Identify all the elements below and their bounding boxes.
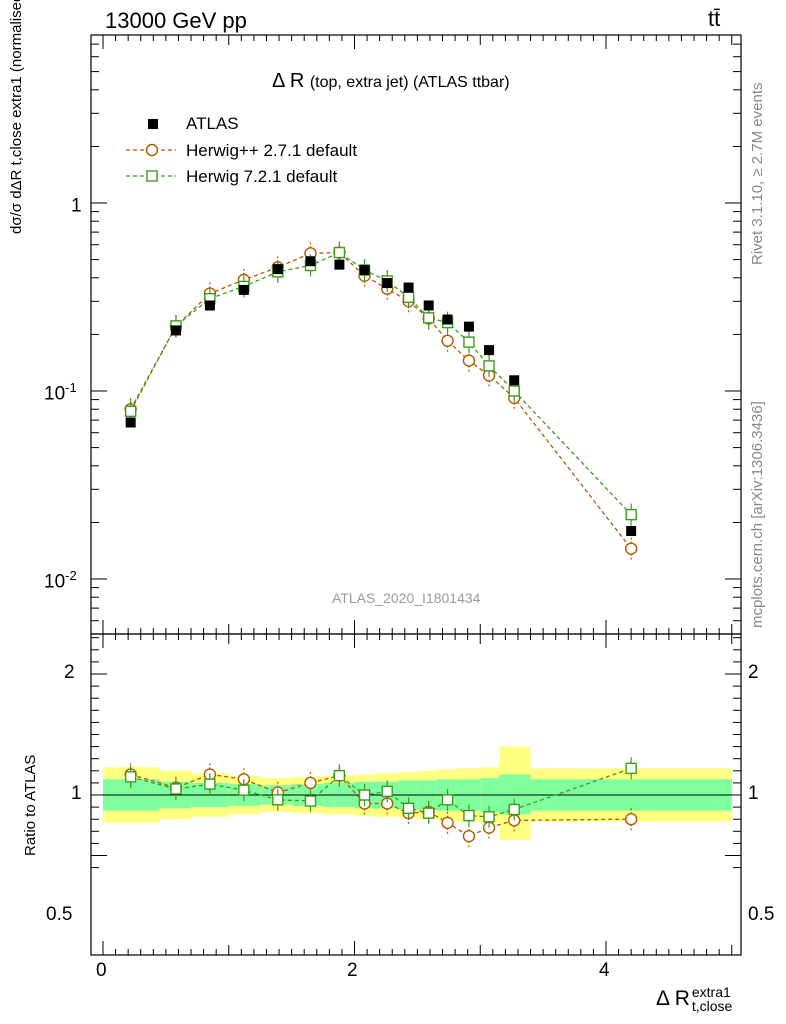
atlas-point xyxy=(305,256,316,267)
ratio-herwig7-point xyxy=(124,771,137,783)
herwig7-point xyxy=(483,360,495,372)
ratio-herwig7-point xyxy=(463,809,475,822)
y-tick-exp: -1 xyxy=(65,380,77,395)
ratio-herwig7-point xyxy=(625,762,637,775)
legend-marker-atlas xyxy=(148,119,158,129)
herwigpp-point xyxy=(624,542,638,555)
rivet-label: Rivet 3.1.10, ≥ 2.7M events xyxy=(749,82,766,266)
atlas-point xyxy=(423,300,434,311)
y-tick-label-0p01: 10-2 xyxy=(44,568,77,593)
ratio-tick-label-2-right: 2 xyxy=(748,662,759,683)
ratio-tick-label-0p5: 0.5 xyxy=(46,904,73,925)
ratio-herwig7-point xyxy=(422,807,435,819)
ratio-tick-label-2: 2 xyxy=(64,662,75,683)
y-axis-label-text: dσ/σ dΔR t,close extra1 (normalised) xyxy=(8,0,25,234)
legend-marker-herwig7 xyxy=(146,170,158,182)
atlas-point xyxy=(170,325,181,336)
atlas-point xyxy=(442,314,453,325)
atlas-point xyxy=(382,278,393,289)
atlas-point xyxy=(334,259,345,270)
ratio-herwigpp-point xyxy=(441,816,454,830)
ratio-herwigpp-point xyxy=(304,776,317,790)
atlas-point xyxy=(463,321,474,332)
energy-label: 13000 GeV pp xyxy=(105,8,247,33)
y-tick-label-0p1: 10-1 xyxy=(44,380,77,405)
ratio-herwigpp-line xyxy=(130,773,632,837)
atlas-point xyxy=(626,526,637,537)
ratio-herwig7-point xyxy=(204,778,216,790)
legend-label-herwigpp: Herwig++ 2.7.1 default xyxy=(186,141,358,160)
mcplots-label: mcplots.cern.ch [arXiv:1306.3436] xyxy=(749,401,766,628)
title-sub: (top, extra jet) (ATLAS ttbar) xyxy=(309,74,510,91)
title-main: Δ R xyxy=(272,70,305,92)
x-tick-label-4: 4 xyxy=(599,960,610,981)
x-axis-label-sup: extra1 xyxy=(691,984,731,1000)
atlas-point xyxy=(509,375,520,386)
y-tick-value: 10 xyxy=(44,383,66,405)
x-axis-label-sub: t,close xyxy=(691,998,733,1014)
data-series xyxy=(124,241,638,848)
herwig7-point xyxy=(333,246,346,259)
plot-title: Δ R (top, extra jet) (ATLAS ttbar) xyxy=(272,70,510,93)
y-tick-exp: -2 xyxy=(65,568,77,583)
ratio-herwig7-point xyxy=(304,795,317,807)
atlas-point xyxy=(272,264,283,275)
ratio-herwigpp-point xyxy=(624,813,638,826)
ratio-tick-label-1: 1 xyxy=(71,783,82,804)
ratio-herwig7-point xyxy=(272,794,284,806)
y-tick-value: 10 xyxy=(44,571,66,593)
ratio-herwig7-point xyxy=(508,803,520,816)
ratio-herwig7-point xyxy=(238,784,250,796)
herwigpp-point xyxy=(441,334,454,347)
herwig7-point xyxy=(402,291,415,304)
herwig7-point xyxy=(422,312,435,324)
ratio-tick-label-1-right: 1 xyxy=(748,783,759,804)
ratio-herwigpp-point xyxy=(462,829,476,843)
ratio-herwig7-point xyxy=(381,785,393,798)
legend-label-herwig7: Herwig 7.2.1 default xyxy=(186,167,338,186)
atlas-point xyxy=(484,345,495,356)
legend xyxy=(126,119,176,182)
axis-ticks xyxy=(91,35,741,955)
y-axis-label: dσ/σ dΔR t,close extra1 (normalised) xyxy=(4,0,27,234)
analysis-tag: ATLAS_2020_I1801434 xyxy=(332,590,481,606)
atlas-point xyxy=(125,417,136,428)
herwig7-point xyxy=(124,405,137,417)
y-tick-value: 1 xyxy=(71,195,82,217)
herwig7-point xyxy=(463,336,475,348)
ratio-y-axis-label: Ratio to ATLAS xyxy=(22,754,39,856)
herwig7-point xyxy=(625,508,637,521)
ratio-herwig7-point xyxy=(333,769,346,782)
ratio-herwig7-point xyxy=(483,811,495,823)
ratio-herwig7-point xyxy=(441,794,454,806)
atlas-point xyxy=(359,265,370,276)
ratio-herwig7-point xyxy=(358,789,371,801)
ratio-tick-label-0p5-right: 0.5 xyxy=(748,904,775,925)
ratio-uncertainty-bands xyxy=(103,746,732,840)
legend-label-atlas: ATLAS xyxy=(186,114,239,133)
x-tick-label-2: 2 xyxy=(347,960,358,981)
process-label: tt̄ xyxy=(708,6,721,31)
ratio-herwig7-line xyxy=(130,767,632,818)
x-axis-label-main: Δ R xyxy=(656,987,690,1010)
herwig7-point xyxy=(508,385,520,397)
ratio-herwig7-point xyxy=(402,802,415,815)
atlas-point xyxy=(403,282,414,293)
ratio-herwig7-point xyxy=(170,783,182,795)
atlas-point xyxy=(204,300,215,311)
y-tick-label-1: 1 xyxy=(71,191,82,217)
herwigpp-point xyxy=(462,354,476,367)
atlas-point xyxy=(238,284,249,295)
x-tick-label-0: 0 xyxy=(96,960,107,981)
legend-marker-herwigpp xyxy=(145,143,159,157)
